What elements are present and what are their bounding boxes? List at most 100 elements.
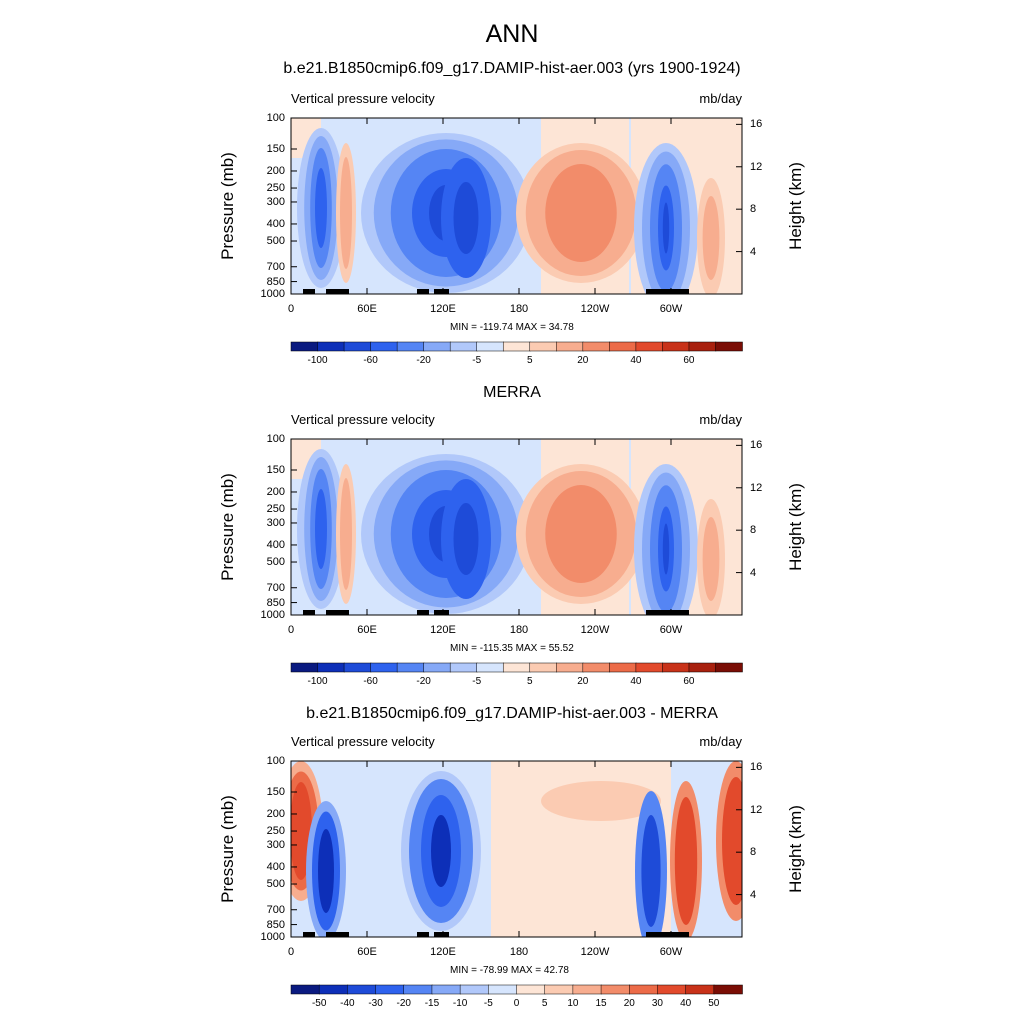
x-tick-label: 180 [509, 624, 529, 636]
y-tick-label: 100 [266, 755, 285, 767]
colorbar-box [317, 341, 345, 352]
colorbar-box [662, 341, 690, 352]
colorbar-box [290, 662, 319, 673]
colorbar-tick-label: -30 [368, 998, 383, 1009]
colorbar-tick-label: 50 [708, 998, 720, 1009]
x-tick-label: 60E [357, 624, 377, 636]
y-axis-title-right: Height (km) [786, 162, 805, 250]
colorbar-tick-label: -20 [416, 676, 431, 687]
colorbar-box [600, 984, 630, 995]
colorbar-box [396, 341, 425, 352]
y-tick-label: 150 [266, 463, 285, 476]
colorbar-box [529, 662, 558, 673]
colorbar-box [318, 984, 349, 995]
colorbar-tick-label: -20 [396, 998, 411, 1009]
y-tick-label: 850 [266, 275, 285, 288]
colorbar-tick-label: 20 [577, 676, 589, 687]
variable-label: Vertical pressure velocity [291, 734, 435, 749]
y-tick-label: 300 [266, 516, 285, 529]
x-tick-label: 180 [509, 946, 529, 958]
colorbar-box [635, 341, 664, 352]
y-tick-label: 1000 [260, 288, 285, 300]
colorbar-tick-label: 20 [577, 355, 589, 366]
y-tick-label-right: 4 [750, 566, 757, 579]
colorbar-box [715, 662, 743, 673]
x-tick-label: 0 [287, 624, 295, 636]
colorbar-box [488, 984, 518, 995]
colorbar-box [370, 341, 398, 352]
colorbar-tick-label: 5 [541, 998, 548, 1009]
colorbar-box [582, 662, 611, 673]
y-tick-label: 400 [266, 538, 285, 551]
y-tick-label: 500 [266, 235, 285, 248]
colorbar-tick-label: 10 [567, 998, 579, 1009]
colorbar-box [347, 984, 377, 995]
y-tick-label: 400 [266, 860, 285, 873]
y-tick-label-right: 16 [750, 118, 763, 131]
panel-title: b.e21.B1850cmip6.f09_g17.DAMIP-hist-aer.… [283, 60, 741, 77]
figure-title: ANN [485, 20, 539, 48]
x-tick-label: 120W [580, 303, 610, 315]
colorbar-box [713, 984, 743, 995]
colorbar-box [715, 341, 743, 352]
x-tick-label: 180 [509, 303, 529, 315]
x-tick-label: 0 [287, 303, 295, 315]
x-tick-label: 120E [430, 946, 456, 958]
colorbar-box [544, 984, 574, 995]
y-tick-label: 200 [266, 164, 285, 177]
y-tick-label: 400 [266, 217, 285, 230]
y-tick-label: 200 [266, 807, 285, 820]
colorbar-box [343, 662, 372, 673]
colorbar-tick-label: -15 [424, 998, 440, 1009]
y-tick-label: 850 [266, 596, 285, 609]
variable-label: Vertical pressure velocity [291, 91, 435, 106]
colorbar-tick-label: -60 [363, 676, 378, 687]
colorbar-box [459, 984, 490, 995]
colorbar-tick-label: -50 [311, 998, 327, 1009]
y-axis-title-right: Height (km) [786, 805, 805, 893]
colorbar-box [556, 341, 584, 352]
colorbar-box [662, 662, 690, 673]
colorbar-box [529, 341, 558, 352]
y-tick-label-right: 8 [750, 846, 757, 859]
y-tick-label: 200 [266, 485, 285, 498]
heatmap-plot [290, 438, 743, 616]
colorbar-box [556, 662, 584, 673]
x-tick-label: 0 [287, 946, 295, 958]
x-tick-label: 60E [357, 303, 377, 315]
colorbar-tick-label: 60 [683, 676, 695, 687]
colorbar-box [609, 341, 637, 352]
colorbar-tick-label: -100 [307, 676, 328, 687]
y-tick-label-right: 12 [750, 160, 763, 173]
colorbar-box [635, 662, 664, 673]
colorbar-tick-label: 40 [680, 998, 692, 1009]
colorbar-box [343, 341, 372, 352]
y-tick-label: 1000 [260, 609, 285, 621]
field [291, 118, 742, 294]
heatmap-plot [290, 117, 743, 295]
units-label: mb/day [699, 734, 742, 749]
colorbar-box [431, 984, 461, 995]
colorbar-box [370, 662, 398, 673]
colorbar-box [476, 662, 504, 673]
panel-title: MERRA [483, 384, 541, 401]
colorbar-tick-label: -60 [363, 355, 378, 366]
colorbar-box [375, 984, 405, 995]
colorbar-box [317, 662, 345, 673]
x-tick-label: 120E [430, 624, 456, 636]
y-axis-title: Pressure (mb) [218, 473, 237, 581]
y-tick-label-right: 16 [750, 439, 763, 452]
y-axis-title: Pressure (mb) [218, 795, 237, 903]
colorbar-box [516, 984, 546, 995]
y-tick-label-right: 4 [750, 245, 757, 258]
y-tick-label-right: 4 [750, 888, 757, 901]
colorbar-box [688, 341, 717, 352]
colorbar-box [396, 662, 425, 673]
y-tick-label: 700 [266, 903, 285, 916]
y-tick-label: 250 [266, 182, 285, 195]
colorbar-box [423, 341, 451, 352]
y-axis-title: Pressure (mb) [218, 152, 237, 260]
colorbar-tick-label: 20 [623, 998, 635, 1009]
y-tick-label: 500 [266, 556, 285, 569]
colorbar-tick-label: 30 [651, 998, 663, 1009]
